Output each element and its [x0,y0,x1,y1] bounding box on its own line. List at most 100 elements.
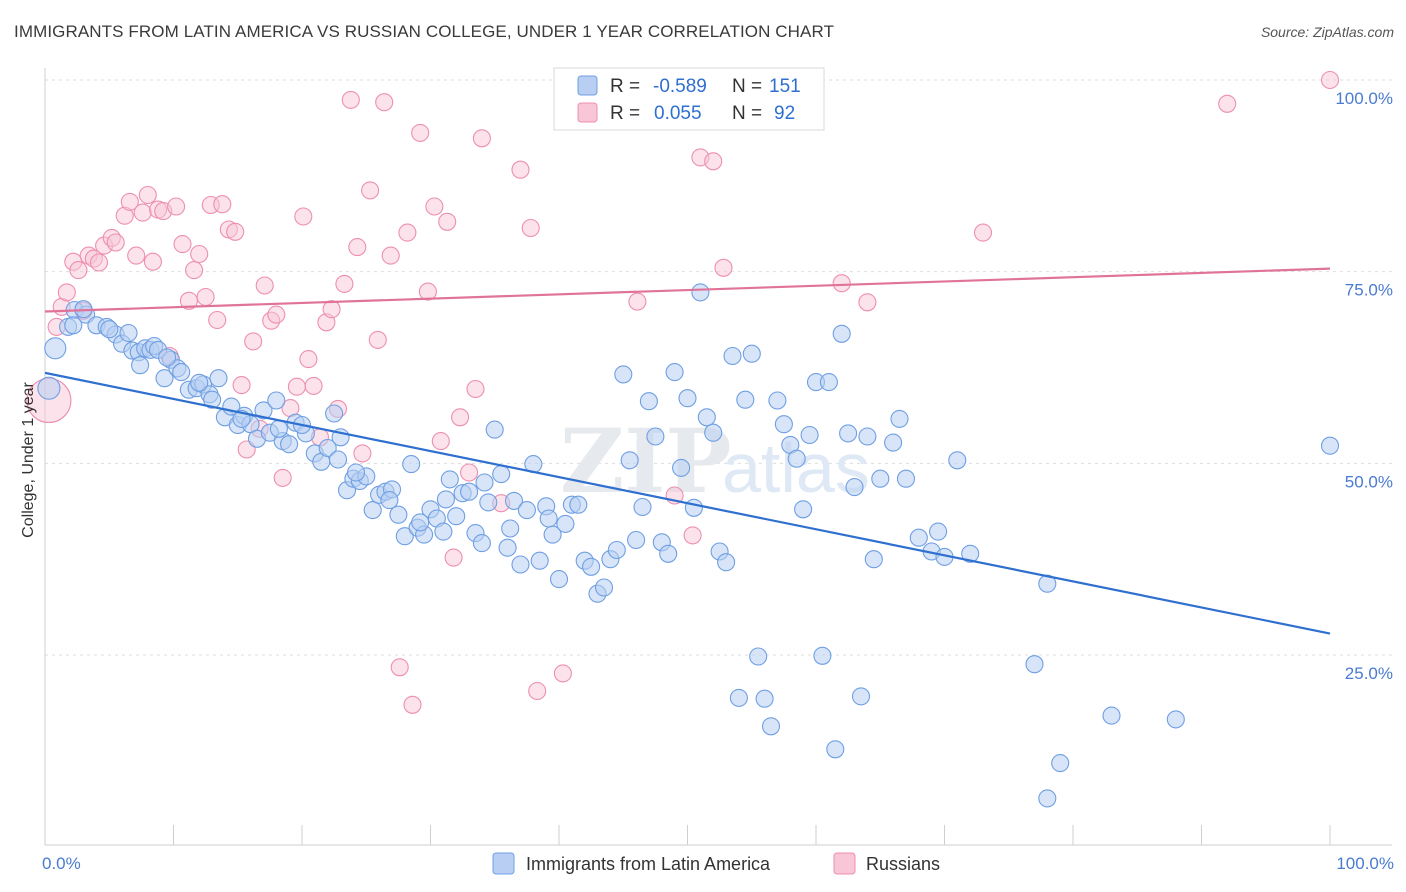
point-russians [167,197,186,216]
point-russians [213,195,232,214]
point-latin-america [961,544,980,563]
point-latin-america [684,498,703,517]
point-latin-america [948,451,967,470]
point-russians [341,90,360,109]
point-latin-america [633,497,652,517]
point-russians [69,261,88,280]
y-tick-label: 100.0% [1335,89,1393,108]
point-russians [381,246,400,265]
stats-r-label-2: R = [610,103,640,124]
point-russians [714,258,733,277]
point-latin-america [504,491,524,510]
y-axis-label: College, Under 1 year [20,382,37,538]
point-latin-america [826,740,845,759]
trend-lines [44,267,1331,635]
stats-legend: R = -0.589 N = 151 R = 0.055 N = 92 [553,67,825,131]
point-latin-america [1320,436,1340,455]
point-russians [472,129,491,148]
point-russians [138,185,157,205]
point-russians [398,223,417,242]
point-russians [466,379,485,399]
tick-labels: 100.0% 75.0% 50.0% 25.0% 0.0% 100.0% [42,89,1394,873]
point-russians [390,658,409,677]
trend-line-latin-america [44,371,1331,635]
point-latin-america [871,469,890,488]
point-latin-america [203,390,222,409]
point-latin-america [325,404,344,423]
point-latin-america [569,495,588,514]
point-latin-america [594,578,614,597]
point-latin-america [884,433,903,452]
point-russians [403,695,422,714]
legend-swatch-latin-america[interactable] [492,852,515,875]
point-latin-america [402,455,421,474]
point-russians [451,408,470,427]
point-latin-america [697,408,716,427]
point-latin-america [389,505,408,524]
point-latin-america [64,316,83,335]
point-latin-america [172,363,191,382]
chart-title: IMMIGRANTS FROM LATIN AMERICA VS RUSSIAN… [14,22,835,41]
point-russians [106,233,125,252]
point-latin-america [556,514,575,533]
point-latin-america [787,449,806,468]
point-latin-america [1038,789,1057,808]
point-latin-america [678,389,697,408]
point-latin-america [909,528,928,547]
point-latin-america [436,490,455,509]
legend-label-latin-america[interactable]: Immigrants from Latin America [526,854,771,874]
point-latin-america [254,401,273,420]
stats-r-value-2: 0.055 [654,103,702,124]
point-latin-america [498,538,517,557]
point-russians [244,332,263,351]
legend-label-russians[interactable]: Russians [866,854,940,874]
point-russians [208,310,227,330]
point-latin-america [1102,706,1121,725]
point-russians [832,274,851,293]
stats-n-label-2: N = [732,103,762,124]
stats-r-value-1: -0.589 [653,76,707,97]
point-russians [444,548,463,567]
point-latin-america [742,344,761,363]
point-latin-america [851,687,871,706]
point-latin-america [582,557,601,576]
point-latin-america [839,424,858,443]
point-latin-america [269,419,288,438]
point-russians [89,253,109,272]
point-latin-america [472,534,491,553]
point-latin-america [858,427,877,446]
point-latin-america [411,513,430,532]
point-latin-america [511,555,530,574]
point-russians [190,244,209,264]
point-russians [287,377,306,396]
point-latin-america [620,451,639,470]
point-latin-america [659,544,678,563]
point-russians [226,222,245,241]
point-latin-america [434,522,453,541]
point-russians [858,293,877,312]
point-russians [304,376,323,395]
point-latin-america [794,500,813,519]
point-latin-america [691,283,710,302]
point-latin-america [100,320,119,339]
point-latin-america [380,491,399,510]
point-latin-america [131,356,150,375]
point-latin-america [755,689,774,708]
point-russians [348,238,367,257]
point-latin-america [672,458,691,477]
point-latin-america [44,337,67,360]
point-russians [361,181,380,200]
point-latin-america [447,507,466,526]
point-russians [322,300,341,319]
point-latin-america [761,717,781,736]
legend-swatch-russians[interactable] [833,852,856,875]
point-latin-america [627,530,646,550]
stats-r-label-1: R = [610,76,640,97]
point-latin-america [736,390,755,409]
point-latin-america [813,646,832,665]
point-russians [528,681,547,701]
point-russians [120,192,139,211]
point-russians [973,223,993,242]
point-russians [418,282,437,301]
